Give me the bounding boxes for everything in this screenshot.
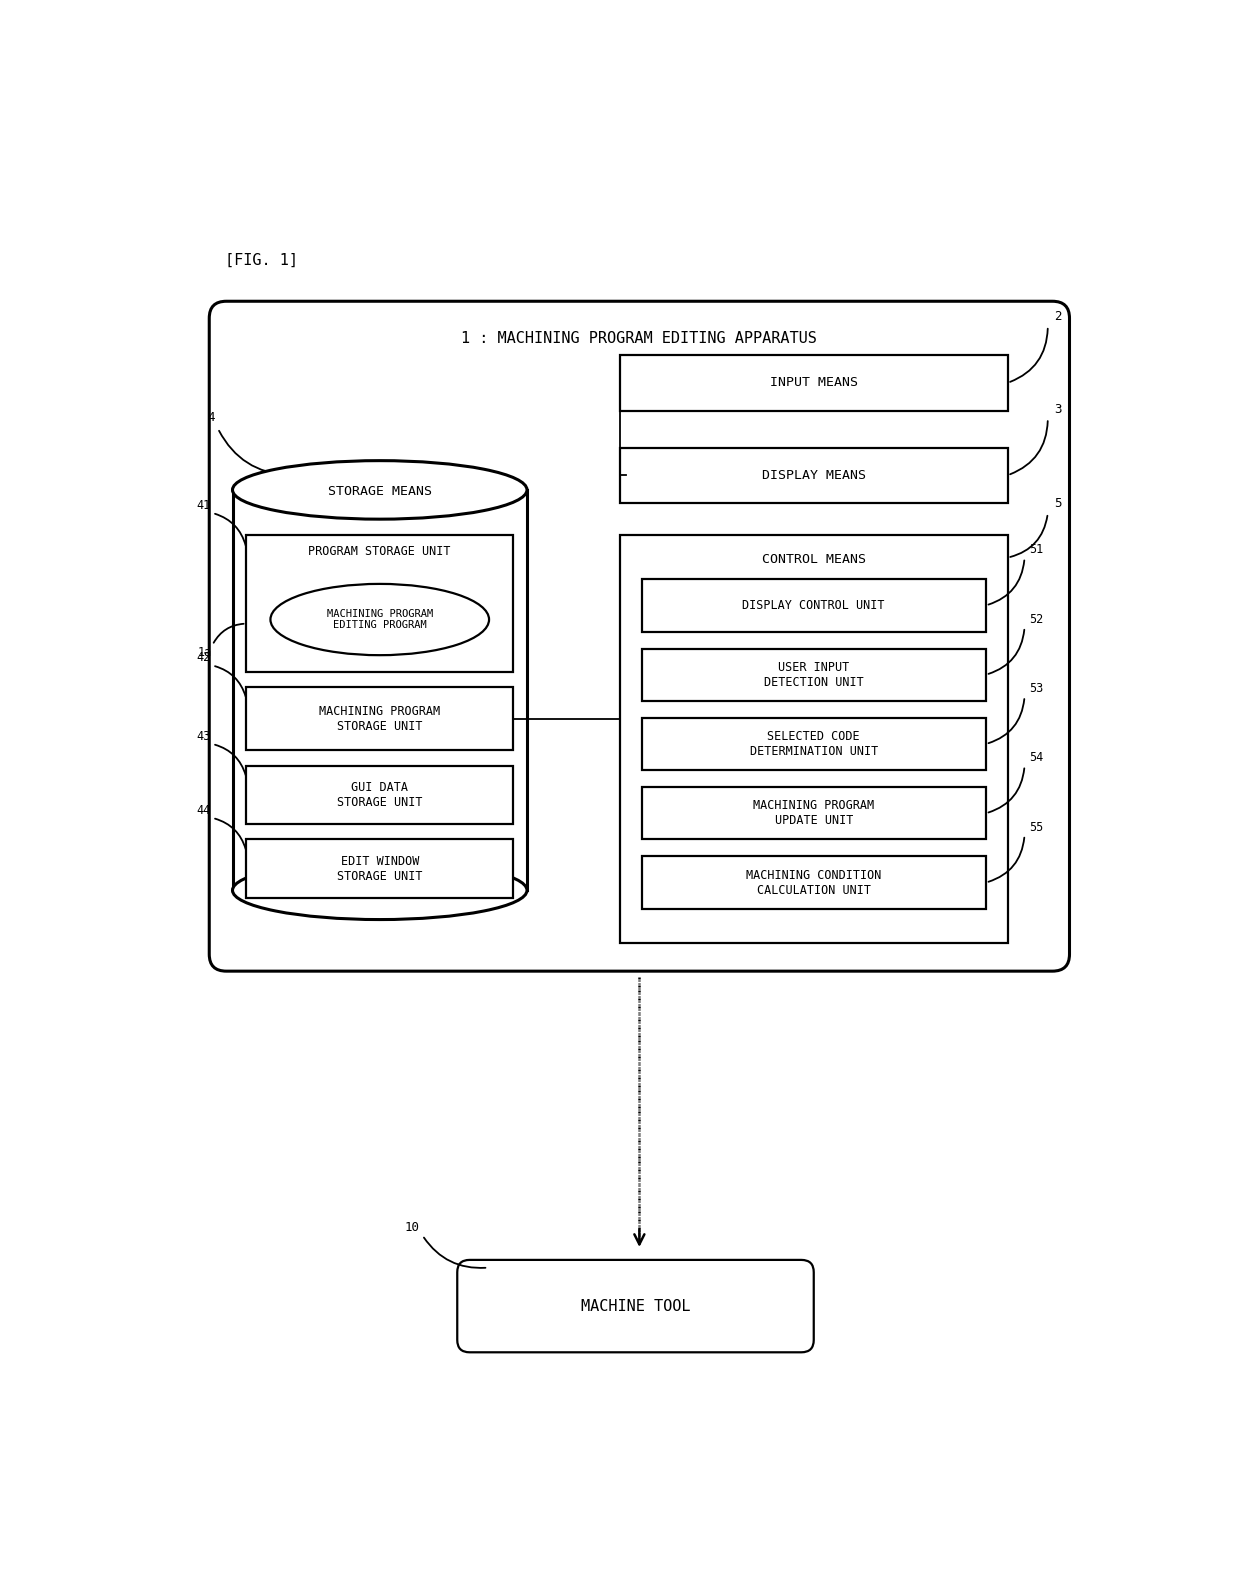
Ellipse shape xyxy=(233,461,527,520)
Text: 4: 4 xyxy=(208,411,216,423)
Text: 5: 5 xyxy=(1054,498,1061,510)
Text: 1a: 1a xyxy=(197,646,212,659)
Bar xyxy=(642,580,986,632)
Text: CONTROL MEANS: CONTROL MEANS xyxy=(761,553,866,566)
Bar xyxy=(247,766,513,825)
Ellipse shape xyxy=(270,585,489,656)
Ellipse shape xyxy=(233,861,527,920)
Text: 42: 42 xyxy=(196,651,210,664)
Bar xyxy=(620,447,1007,502)
Text: [FIG. 1]: [FIG. 1] xyxy=(224,253,298,267)
Text: 2: 2 xyxy=(1054,310,1061,324)
Text: 54: 54 xyxy=(1029,752,1043,765)
Text: DISPLAY CONTROL UNIT: DISPLAY CONTROL UNIT xyxy=(743,599,885,611)
Text: USER INPUT
DETECTION UNIT: USER INPUT DETECTION UNIT xyxy=(764,660,863,689)
Bar xyxy=(247,839,513,897)
Bar xyxy=(642,648,986,702)
Bar xyxy=(233,490,527,890)
Text: SELECTED CODE
DETERMINATION UNIT: SELECTED CODE DETERMINATION UNIT xyxy=(750,730,878,758)
Text: 55: 55 xyxy=(1029,820,1043,834)
Text: MACHINING PROGRAM
STORAGE UNIT: MACHINING PROGRAM STORAGE UNIT xyxy=(319,705,440,733)
Text: MACHINING PROGRAM
UPDATE UNIT: MACHINING PROGRAM UPDATE UNIT xyxy=(753,799,874,828)
Bar xyxy=(247,534,513,672)
Bar xyxy=(642,717,986,769)
Text: MACHINE TOOL: MACHINE TOOL xyxy=(580,1299,691,1313)
Text: INPUT MEANS: INPUT MEANS xyxy=(770,376,858,389)
Text: 53: 53 xyxy=(1029,683,1043,695)
FancyBboxPatch shape xyxy=(210,302,1069,972)
Bar xyxy=(247,687,513,750)
Bar xyxy=(620,534,1007,943)
Text: 44: 44 xyxy=(196,804,210,817)
Text: 41: 41 xyxy=(196,499,210,512)
Text: PROGRAM STORAGE UNIT: PROGRAM STORAGE UNIT xyxy=(309,545,451,558)
Text: 51: 51 xyxy=(1029,544,1043,556)
Text: 52: 52 xyxy=(1029,613,1043,626)
Text: 43: 43 xyxy=(196,730,210,743)
Bar xyxy=(642,856,986,908)
Text: STORAGE MEANS: STORAGE MEANS xyxy=(327,485,432,498)
Text: EDIT WINDOW
STORAGE UNIT: EDIT WINDOW STORAGE UNIT xyxy=(337,855,423,883)
Bar xyxy=(620,356,1007,411)
Text: 1 : MACHINING PROGRAM EDITING APPARATUS: 1 : MACHINING PROGRAM EDITING APPARATUS xyxy=(461,330,817,346)
Text: 10: 10 xyxy=(404,1221,420,1234)
FancyBboxPatch shape xyxy=(458,1259,813,1352)
Bar xyxy=(642,787,986,839)
Text: MACHINING PROGRAM
EDITING PROGRAM: MACHINING PROGRAM EDITING PROGRAM xyxy=(326,608,433,630)
Text: GUI DATA
STORAGE UNIT: GUI DATA STORAGE UNIT xyxy=(337,781,423,809)
Text: 3: 3 xyxy=(1054,403,1061,416)
Text: DISPLAY MEANS: DISPLAY MEANS xyxy=(761,469,866,482)
Text: MACHINING CONDITION
CALCULATION UNIT: MACHINING CONDITION CALCULATION UNIT xyxy=(746,869,882,896)
